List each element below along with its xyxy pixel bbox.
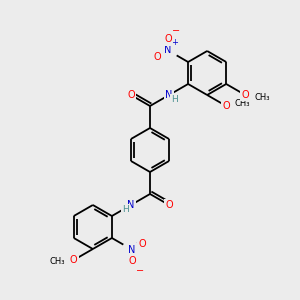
- Text: O: O: [154, 52, 161, 61]
- Text: −: −: [172, 26, 180, 37]
- Text: O: O: [165, 200, 173, 210]
- Text: N: N: [127, 200, 135, 210]
- Text: O: O: [242, 90, 249, 100]
- Text: CH₃: CH₃: [254, 92, 270, 101]
- Text: O: O: [139, 238, 146, 248]
- Text: N: N: [165, 90, 173, 100]
- Text: O: O: [222, 101, 230, 111]
- Text: −: −: [136, 266, 144, 276]
- Text: N: N: [128, 244, 136, 254]
- Text: H: H: [171, 95, 177, 104]
- Text: +: +: [171, 38, 178, 47]
- Text: CH₃: CH₃: [49, 257, 65, 266]
- Text: O: O: [128, 256, 136, 266]
- Text: H: H: [123, 206, 129, 214]
- Text: O: O: [127, 90, 135, 100]
- Text: CH₃: CH₃: [234, 100, 250, 109]
- Text: N: N: [164, 45, 172, 56]
- Text: O: O: [164, 34, 172, 44]
- Text: +: +: [135, 238, 142, 247]
- Text: O: O: [70, 255, 78, 265]
